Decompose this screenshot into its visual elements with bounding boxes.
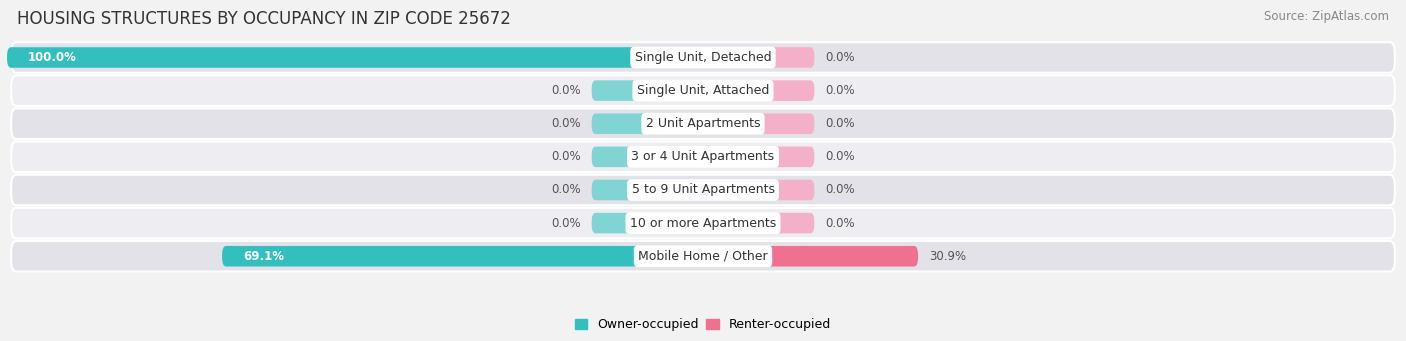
Text: 5 to 9 Unit Apartments: 5 to 9 Unit Apartments <box>631 183 775 196</box>
FancyBboxPatch shape <box>11 175 1395 205</box>
Text: Single Unit, Attached: Single Unit, Attached <box>637 84 769 97</box>
FancyBboxPatch shape <box>592 180 703 200</box>
FancyBboxPatch shape <box>703 246 918 267</box>
FancyBboxPatch shape <box>222 246 703 267</box>
Text: 69.1%: 69.1% <box>243 250 284 263</box>
FancyBboxPatch shape <box>11 241 1395 271</box>
Text: Source: ZipAtlas.com: Source: ZipAtlas.com <box>1264 10 1389 23</box>
FancyBboxPatch shape <box>592 213 703 233</box>
Text: 30.9%: 30.9% <box>929 250 966 263</box>
Text: 0.0%: 0.0% <box>825 217 855 229</box>
FancyBboxPatch shape <box>703 47 814 68</box>
Text: 0.0%: 0.0% <box>551 217 581 229</box>
Text: 3 or 4 Unit Apartments: 3 or 4 Unit Apartments <box>631 150 775 163</box>
Text: 0.0%: 0.0% <box>551 150 581 163</box>
Text: 0.0%: 0.0% <box>551 183 581 196</box>
Text: 100.0%: 100.0% <box>28 51 77 64</box>
FancyBboxPatch shape <box>703 213 814 233</box>
Text: Single Unit, Detached: Single Unit, Detached <box>634 51 772 64</box>
Text: 0.0%: 0.0% <box>551 84 581 97</box>
Text: 0.0%: 0.0% <box>825 51 855 64</box>
FancyBboxPatch shape <box>11 142 1395 172</box>
Legend: Owner-occupied, Renter-occupied: Owner-occupied, Renter-occupied <box>575 318 831 331</box>
FancyBboxPatch shape <box>592 114 703 134</box>
Text: 0.0%: 0.0% <box>825 150 855 163</box>
Text: 0.0%: 0.0% <box>825 117 855 130</box>
FancyBboxPatch shape <box>11 208 1395 238</box>
Text: 0.0%: 0.0% <box>551 117 581 130</box>
FancyBboxPatch shape <box>11 75 1395 106</box>
Text: HOUSING STRUCTURES BY OCCUPANCY IN ZIP CODE 25672: HOUSING STRUCTURES BY OCCUPANCY IN ZIP C… <box>17 10 510 28</box>
Text: 0.0%: 0.0% <box>825 183 855 196</box>
FancyBboxPatch shape <box>11 108 1395 139</box>
FancyBboxPatch shape <box>11 42 1395 73</box>
FancyBboxPatch shape <box>592 80 703 101</box>
FancyBboxPatch shape <box>592 147 703 167</box>
FancyBboxPatch shape <box>703 114 814 134</box>
FancyBboxPatch shape <box>703 80 814 101</box>
Text: Mobile Home / Other: Mobile Home / Other <box>638 250 768 263</box>
Text: 10 or more Apartments: 10 or more Apartments <box>630 217 776 229</box>
FancyBboxPatch shape <box>703 147 814 167</box>
FancyBboxPatch shape <box>7 47 703 68</box>
Text: 2 Unit Apartments: 2 Unit Apartments <box>645 117 761 130</box>
Text: 0.0%: 0.0% <box>825 84 855 97</box>
FancyBboxPatch shape <box>703 180 814 200</box>
